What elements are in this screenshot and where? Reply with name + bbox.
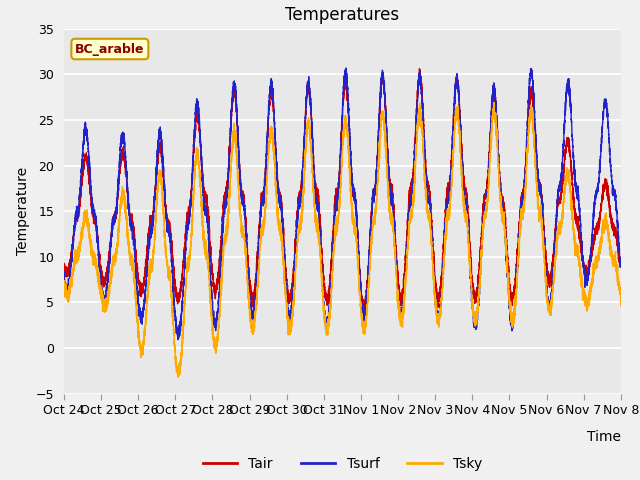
Tsky (594, 254, 602, 260)
Tair (324, 295, 332, 300)
Text: Time: Time (587, 430, 621, 444)
Text: BC_arable: BC_arable (75, 43, 145, 56)
Line: Tsurf: Tsurf (64, 68, 621, 340)
Tsky (250, 326, 257, 332)
Tair (617, 261, 625, 266)
Tsky (467, 279, 475, 285)
Tsky (617, 292, 625, 298)
Tair (467, 265, 475, 271)
Line: Tair: Tair (64, 69, 621, 314)
Tsky (174, 374, 182, 380)
Tsurf (250, 312, 257, 318)
Tsurf (587, 249, 595, 255)
Tsurf (174, 337, 182, 343)
Legend: Tair, Tsurf, Tsky: Tair, Tsurf, Tsky (197, 452, 488, 477)
Tair (250, 300, 257, 306)
Tair (483, 189, 491, 194)
Tsurf (342, 65, 350, 71)
Y-axis label: Temperature: Temperature (16, 167, 30, 255)
Tsky (483, 201, 491, 207)
Title: Temperatures: Temperatures (285, 6, 399, 24)
Tsurf (60, 275, 68, 281)
Tsky (587, 284, 595, 290)
Tsurf (617, 262, 625, 267)
Tair (587, 258, 595, 264)
Tsky (60, 289, 68, 295)
Tair (415, 66, 423, 72)
Tsurf (483, 196, 491, 202)
Tair (60, 262, 68, 268)
Tsky (324, 324, 332, 330)
Tsurf (594, 187, 602, 193)
Line: Tsky: Tsky (64, 103, 621, 377)
Tsurf (467, 286, 475, 292)
Tsurf (324, 322, 332, 328)
Tsky (490, 100, 497, 106)
Tair (594, 222, 602, 228)
Tair (361, 312, 369, 317)
